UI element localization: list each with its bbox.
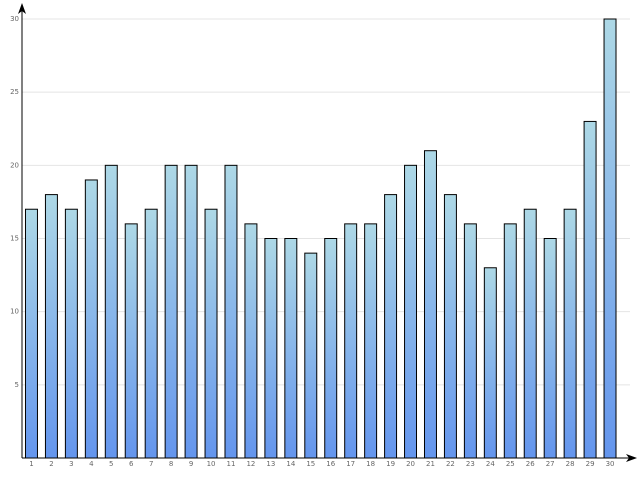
x-tick-label: 16 <box>326 460 335 468</box>
x-tick-label: 13 <box>266 460 275 468</box>
x-tick-label: 3 <box>69 460 73 468</box>
x-tick-label: 17 <box>346 460 355 468</box>
x-tick-label: 15 <box>306 460 315 468</box>
x-tick-label: 14 <box>286 460 295 468</box>
bar <box>384 194 398 459</box>
bar <box>324 238 338 459</box>
x-tick-label: 20 <box>406 460 415 468</box>
x-tick-label: 28 <box>566 460 575 468</box>
x-tick-label: 24 <box>486 460 495 468</box>
x-tick-label: 29 <box>586 460 595 468</box>
bar <box>563 208 577 459</box>
x-tick-label: 10 <box>207 460 216 468</box>
bar <box>423 150 437 459</box>
bar <box>344 223 358 459</box>
y-tick-label: 5 <box>15 381 19 389</box>
bar <box>144 208 158 459</box>
y-tick-label: 30 <box>10 15 19 23</box>
bar <box>84 179 98 459</box>
bar <box>204 208 218 459</box>
x-axis-arrow <box>626 454 637 462</box>
x-tick-label: 8 <box>169 460 173 468</box>
bar <box>523 208 537 459</box>
x-tick-label: 23 <box>466 460 475 468</box>
x-tick-label: 4 <box>89 460 94 468</box>
x-tick-label: 26 <box>526 460 535 468</box>
bar <box>124 223 138 459</box>
bar <box>603 18 617 459</box>
x-tick-label: 9 <box>189 460 193 468</box>
bar <box>224 164 238 459</box>
bar <box>443 194 457 459</box>
x-tick-label: 5 <box>109 460 113 468</box>
bar <box>543 238 557 459</box>
x-tick-label: 22 <box>446 460 455 468</box>
y-tick-label: 15 <box>10 235 19 243</box>
bar <box>284 238 298 459</box>
bar <box>583 120 597 459</box>
y-axis-arrow <box>18 3 26 14</box>
x-tick-label: 2 <box>49 460 53 468</box>
x-tick-label: 21 <box>426 460 435 468</box>
x-tick-label: 25 <box>506 460 515 468</box>
y-tick-label: 20 <box>10 161 19 169</box>
bar <box>364 223 378 459</box>
bar <box>44 194 58 459</box>
x-tick-label: 6 <box>129 460 134 468</box>
x-tick-label: 12 <box>246 460 255 468</box>
x-tick-label: 19 <box>386 460 395 468</box>
x-tick-label: 27 <box>546 460 555 468</box>
x-tick-label: 30 <box>606 460 615 468</box>
bar <box>463 223 477 459</box>
bar <box>184 164 198 459</box>
x-tick-label: 11 <box>227 460 236 468</box>
bar <box>104 164 118 459</box>
y-tick-label: 25 <box>10 88 19 96</box>
bar <box>264 238 278 459</box>
bar <box>164 164 178 459</box>
y-tick-label: 10 <box>10 308 19 316</box>
bar <box>64 208 78 459</box>
bar <box>404 164 418 459</box>
bar <box>24 208 38 459</box>
bar <box>244 223 258 459</box>
x-tick-label: 7 <box>149 460 153 468</box>
bar <box>503 223 517 459</box>
bar <box>483 267 497 459</box>
x-tick-label: 18 <box>366 460 375 468</box>
bar <box>304 252 318 459</box>
x-tick-label: 1 <box>29 460 33 468</box>
